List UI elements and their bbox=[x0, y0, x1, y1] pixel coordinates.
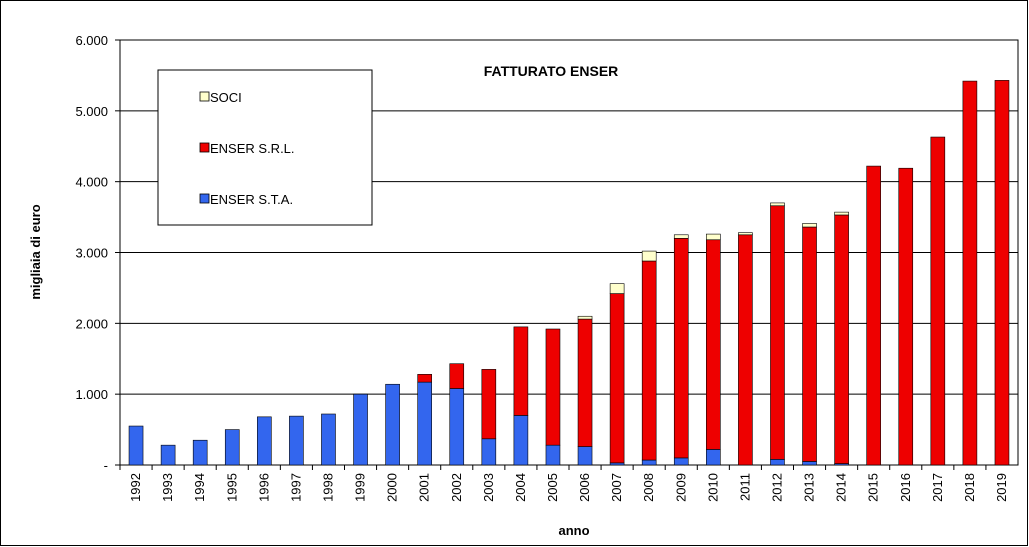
bar-segment bbox=[385, 383, 400, 466]
x-tick-label: 2019 bbox=[994, 473, 1009, 502]
bar-segment bbox=[962, 80, 978, 466]
bar-segment bbox=[802, 226, 817, 462]
x-tick-label: 2011 bbox=[737, 473, 752, 501]
x-tick-label: 2010 bbox=[705, 473, 720, 502]
bar-segment bbox=[770, 459, 785, 466]
bar-segment bbox=[577, 315, 593, 320]
x-tick-label: 2006 bbox=[577, 473, 592, 502]
y-tick-label: 5.000 bbox=[75, 104, 108, 119]
bar-segment bbox=[289, 415, 304, 466]
bar-segment bbox=[128, 425, 144, 466]
legend-label: ENSER S.T.A. bbox=[210, 192, 293, 207]
x-tick-label: 1998 bbox=[320, 473, 335, 502]
bar-segment bbox=[513, 326, 529, 416]
x-tick-label: 2018 bbox=[962, 473, 977, 502]
bar-segment bbox=[706, 233, 721, 241]
x-tick-label: 1999 bbox=[353, 473, 368, 502]
bar-segment bbox=[673, 234, 689, 239]
y-axis-label: migliaia di euro bbox=[28, 204, 43, 299]
bar-segment bbox=[577, 318, 593, 447]
bar-segment bbox=[706, 239, 721, 450]
bar-segment bbox=[160, 444, 176, 466]
bar-segment bbox=[673, 238, 689, 459]
x-tick-label: 1997 bbox=[288, 473, 303, 502]
x-tick-label: 2014 bbox=[834, 473, 849, 502]
bar-segment bbox=[802, 223, 817, 228]
bar-segment bbox=[706, 449, 721, 466]
x-tick-label: 2009 bbox=[673, 473, 688, 502]
bar-segment bbox=[834, 214, 849, 464]
legend-label: ENSER S.R.L. bbox=[210, 141, 295, 156]
x-tick-label: 2008 bbox=[641, 473, 656, 502]
y-tick-label: 3.000 bbox=[75, 246, 108, 261]
y-tick-label: 4.000 bbox=[75, 175, 108, 190]
bar-segment bbox=[481, 438, 497, 466]
legend-swatch bbox=[199, 193, 210, 204]
bar-segment bbox=[481, 369, 497, 440]
bar-segment bbox=[770, 202, 785, 207]
y-tick-label: 1.000 bbox=[75, 387, 108, 402]
x-tick-label: 2016 bbox=[898, 473, 913, 502]
bar-segment bbox=[609, 283, 625, 294]
bar-segment bbox=[898, 167, 914, 466]
bar-segment bbox=[609, 293, 625, 464]
bar-segment bbox=[866, 165, 881, 466]
x-tick-label: 1994 bbox=[192, 473, 207, 502]
bar-segment bbox=[641, 250, 657, 262]
bar-segment bbox=[994, 80, 1010, 466]
bar-segment bbox=[738, 234, 753, 466]
x-tick-label: 2017 bbox=[930, 473, 945, 502]
bar-segment bbox=[321, 413, 336, 466]
x-tick-label: 2005 bbox=[545, 473, 560, 502]
x-tick-label: 2002 bbox=[449, 473, 464, 502]
bar-segment bbox=[641, 260, 657, 461]
legend-swatch bbox=[199, 91, 210, 102]
y-tick-label: - bbox=[104, 458, 108, 473]
bar-segment bbox=[545, 328, 561, 446]
bar-segment bbox=[192, 439, 208, 466]
bar-segment bbox=[609, 462, 625, 466]
bar-segment bbox=[449, 388, 465, 466]
x-tick-label: 2007 bbox=[609, 473, 624, 502]
bar-segment bbox=[353, 393, 368, 466]
bar-segment bbox=[417, 374, 432, 383]
x-tick-label: 2000 bbox=[385, 473, 400, 502]
x-tick-label: 2015 bbox=[866, 473, 881, 502]
bar-segment bbox=[257, 416, 272, 466]
x-tick-label: 2003 bbox=[481, 473, 496, 502]
x-tick-label: 1993 bbox=[160, 473, 175, 502]
legend-box bbox=[157, 69, 373, 226]
y-tick-label: 6.000 bbox=[75, 33, 108, 48]
bar-segment bbox=[770, 205, 785, 460]
bar-segment bbox=[513, 415, 529, 466]
x-tick-label: 1995 bbox=[224, 473, 239, 502]
bar-segment bbox=[417, 381, 432, 466]
bar-segment bbox=[545, 444, 561, 466]
x-tick-label: 2012 bbox=[769, 473, 784, 502]
legend-label: SOCI bbox=[210, 90, 242, 105]
x-tick-label: 2013 bbox=[802, 473, 817, 502]
x-tick-label: 1996 bbox=[256, 473, 271, 502]
bar-segment bbox=[834, 211, 849, 216]
y-tick-label: 2.000 bbox=[75, 316, 108, 331]
bar-segment bbox=[673, 457, 689, 466]
bar-segment bbox=[802, 461, 817, 466]
bar-segment bbox=[224, 429, 240, 466]
bar-segment bbox=[577, 446, 593, 466]
bar-segment bbox=[738, 232, 753, 236]
x-tick-label: 2004 bbox=[513, 473, 528, 502]
legend-swatch bbox=[199, 142, 210, 153]
x-tick-label: 1992 bbox=[128, 473, 143, 502]
bar-segment bbox=[449, 363, 465, 389]
bar-segment bbox=[930, 136, 946, 466]
x-axis-label: anno bbox=[558, 523, 589, 538]
x-tick-label: 2001 bbox=[417, 473, 432, 502]
chart-title: FATTURATO ENSER bbox=[484, 63, 619, 79]
bar-segment bbox=[641, 459, 657, 466]
